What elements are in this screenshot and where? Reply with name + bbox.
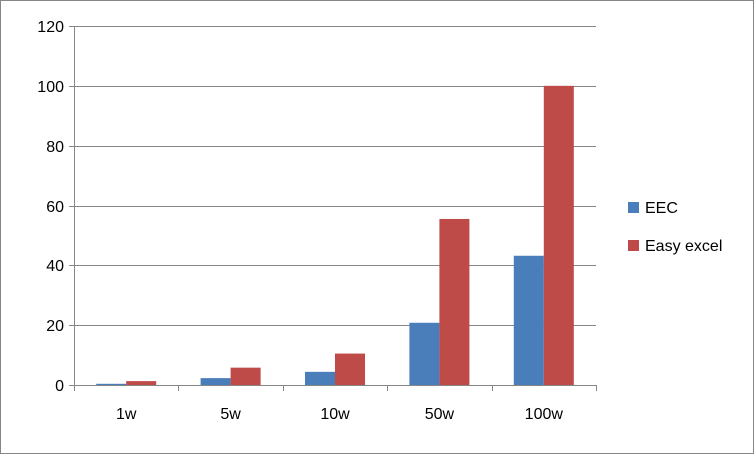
y-tick-label-100: 100 [37, 79, 64, 96]
y-tick-labels: 0 20 40 60 80 100 120 [37, 19, 64, 395]
gridlines [74, 26, 596, 326]
x-tick-label-50w: 50w [425, 406, 455, 423]
y-tick-label-0: 0 [55, 378, 64, 395]
bar-eec-50w [409, 322, 440, 385]
x-tick-label-5w: 5w [220, 406, 241, 423]
legend-label-easy-excel: Easy excel [645, 238, 722, 255]
legend-swatch-easy-excel [628, 240, 639, 251]
x-tick-label-10w: 10w [320, 406, 350, 423]
bar-easy-excel-50w [439, 218, 470, 385]
bar-easy-excel-1w [126, 381, 157, 385]
x-tick-labels: 1w 5w 10w 50w 100w [116, 406, 563, 423]
bar-eec-1w [96, 383, 127, 385]
legend-label-eec: EEC [645, 200, 678, 217]
bar-easy-excel-100w [543, 85, 574, 385]
legend: EEC Easy excel [628, 200, 722, 255]
bar-easy-excel-10w [335, 353, 366, 385]
x-tick-label-1w: 1w [116, 406, 137, 423]
y-tick-label-80: 80 [46, 139, 64, 156]
y-tick-label-60: 60 [46, 199, 64, 216]
bar-eec-10w [304, 371, 335, 385]
y-tick-label-40: 40 [46, 258, 64, 275]
bars [96, 85, 574, 385]
bar-eec-100w [513, 255, 544, 385]
y-tick-label-120: 120 [37, 19, 64, 36]
bar-easy-excel-5w [230, 367, 261, 385]
y-tick-label-20: 20 [46, 318, 64, 335]
bar-eec-5w [200, 378, 231, 385]
legend-swatch-eec [628, 202, 639, 213]
x-tick-label-100w: 100w [525, 406, 564, 423]
axes [69, 26, 597, 391]
